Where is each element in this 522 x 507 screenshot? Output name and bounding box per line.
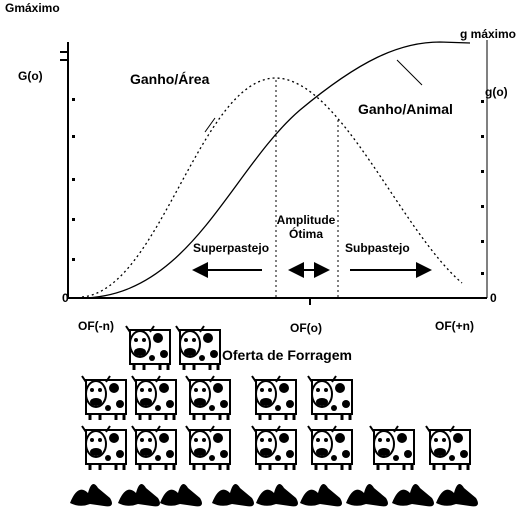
axis-title: Oferta de Forragem: [222, 347, 352, 363]
label: G(o): [18, 69, 43, 83]
label: OF(-n): [78, 319, 114, 333]
curve-animal: [79, 41, 471, 299]
pointer: [396, 59, 423, 86]
label: g(o): [485, 85, 508, 99]
pointer: [204, 117, 216, 133]
label: 0: [62, 291, 69, 305]
label: Amplitude: [277, 213, 336, 227]
label: OF(+n): [435, 319, 474, 333]
label: Gmáximo: [5, 1, 60, 15]
silhouettes: [70, 484, 478, 507]
axes: [60, 40, 488, 305]
label: 0: [490, 291, 497, 305]
label: g máximo: [460, 27, 516, 41]
label: Ótima: [289, 226, 323, 241]
label: Superpastejo: [193, 241, 269, 255]
label: Ganho/Área: [130, 71, 210, 87]
label: Subpastejo: [345, 241, 410, 255]
label: OF(o): [290, 321, 322, 335]
ticks: [72, 98, 484, 275]
label: Ganho/Animal: [358, 101, 453, 117]
